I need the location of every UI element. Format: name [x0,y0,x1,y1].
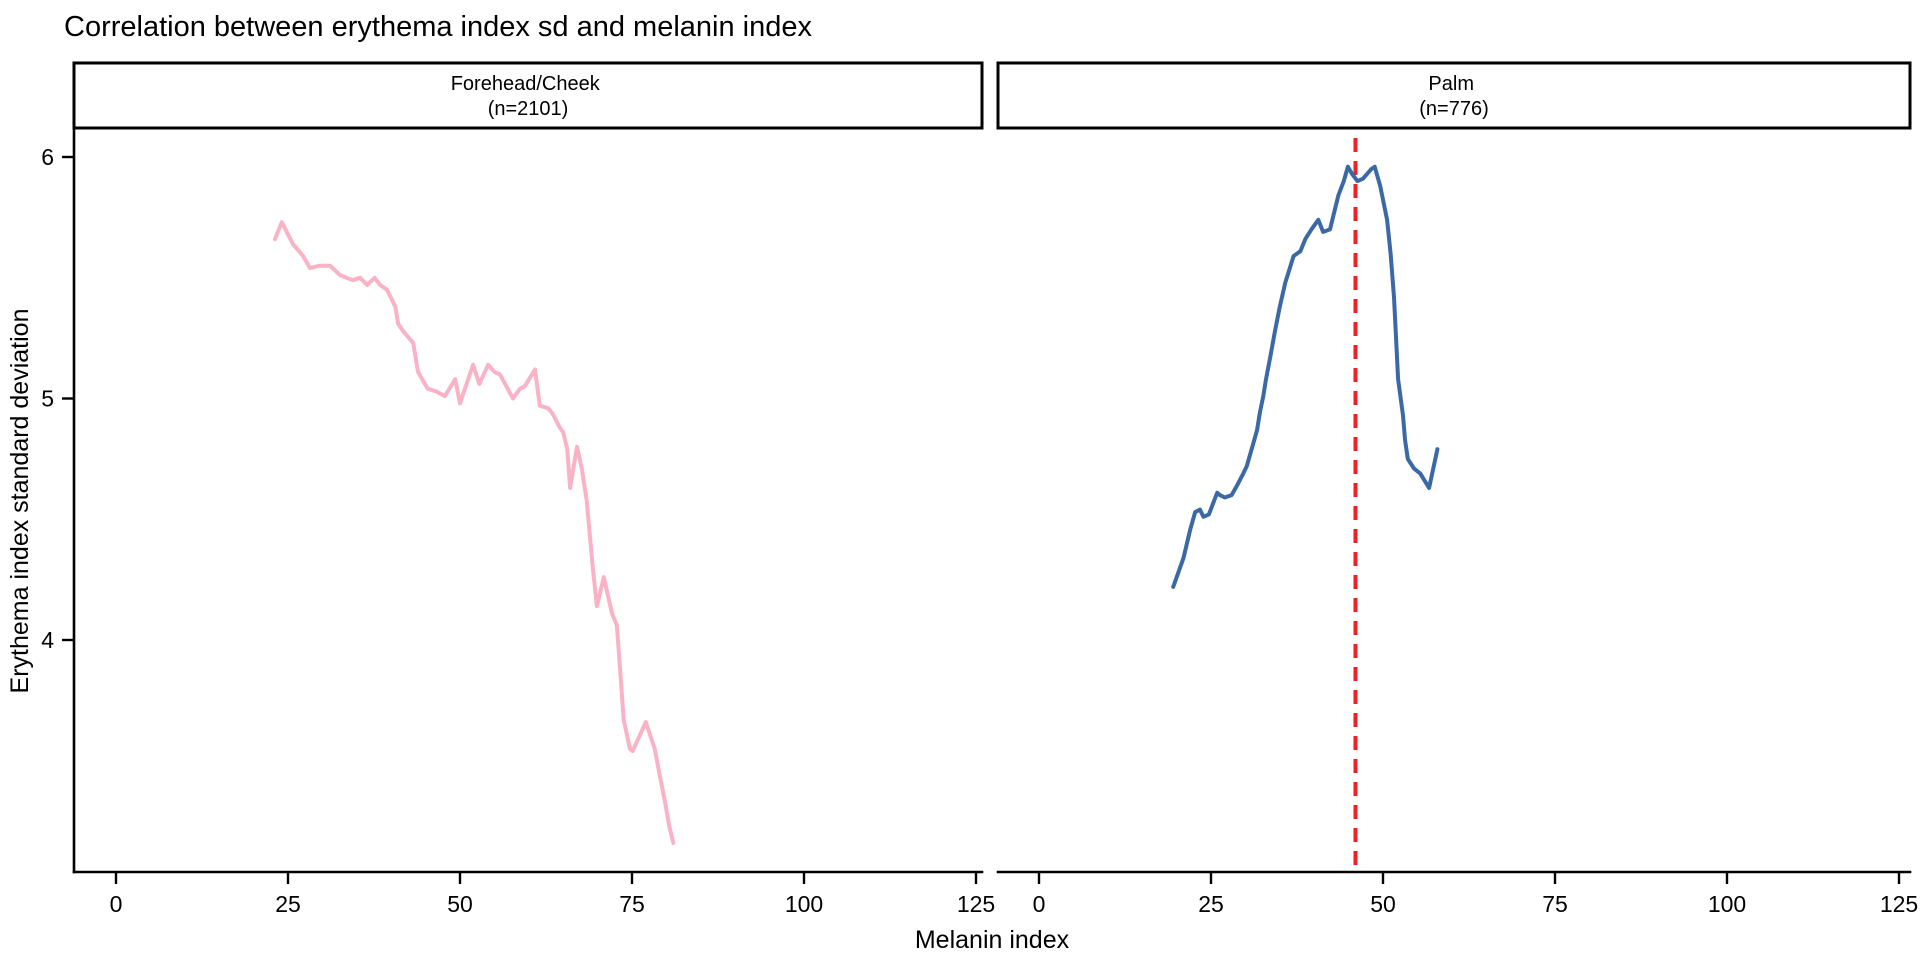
x-tick-label: 50 [447,891,473,917]
x-tick-label: 25 [275,891,301,917]
facet-strip-label-forehead-cheek: Forehead/Cheek (n=2101) [451,73,606,120]
x-tick-label: 75 [619,891,645,917]
series-line-forehead-cheek [272,220,676,845]
y-axis-title: Erythema index standard deviation [6,309,34,694]
facet-strip-palm [996,61,1912,130]
facet-label-line2: (n=2101) [488,98,569,120]
panel-palm [1171,138,1440,870]
facet-label-line1: Palm [1428,73,1474,95]
x-axis-title: Melanin index [915,926,1070,954]
x-tick-label: 100 [785,891,823,917]
x-tick-label: 100 [1708,891,1746,917]
x-tick-label: 50 [1370,891,1396,917]
x-tick-label: 0 [1033,891,1046,917]
y-tick-label: 5 [41,386,54,412]
x-tick-label: 125 [957,891,995,917]
facet-label-line1: Forehead/Cheek [451,73,601,95]
facet-strip-label-palm: Palm (n=776) [1419,73,1489,120]
x-tick-label: 75 [1542,891,1568,917]
chart-title: Correlation between erythema index sd an… [64,11,812,43]
y-tick-label: 4 [41,627,54,653]
y-tick-label: 6 [41,144,54,170]
x-tick-label: 25 [1198,891,1224,917]
series-line-palm [1171,164,1440,589]
axis-ticks: 0 25 50 75 100 125 0 25 50 75 100 125 4 5 6 [41,144,1918,917]
facet-strip-forehead-cheek [72,61,984,130]
panel-forehead-cheek [272,220,676,845]
x-tick-label: 0 [110,891,123,917]
x-tick-label: 125 [1880,891,1918,917]
facet-label-line2: (n=776) [1419,98,1489,120]
